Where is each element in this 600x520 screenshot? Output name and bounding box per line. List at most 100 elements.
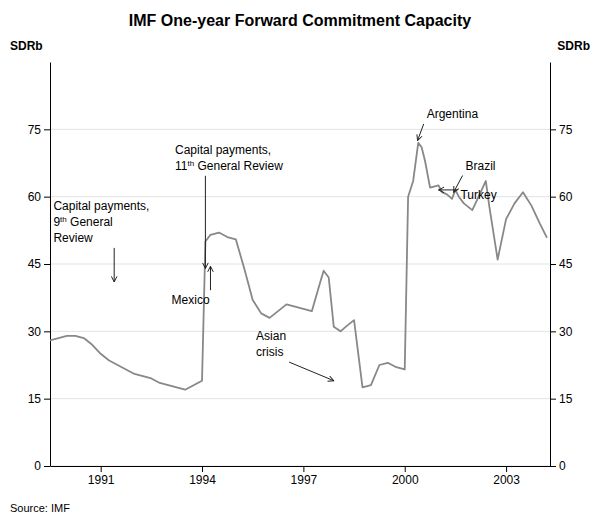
annotation-label: 9th General <box>53 214 112 229</box>
annotation-superscript: th <box>60 214 67 223</box>
annotation-text: Capital payments,11th General Review <box>175 143 283 173</box>
annotation-label: Brazil <box>466 159 496 173</box>
annotation-arrow <box>114 248 115 282</box>
annotation-part: 11 <box>175 159 188 173</box>
annotation-label: Asian <box>256 329 286 343</box>
tick-label: 0 <box>34 459 41 473</box>
annotations: Capital payments,9th GeneralReviewCapita… <box>53 107 496 381</box>
tick-label: 60 <box>28 190 42 204</box>
tick: 30 <box>28 325 50 339</box>
tick-label: 1991 <box>88 473 115 487</box>
grid-line <box>50 264 550 265</box>
tick-label: 75 <box>28 123 42 137</box>
tick: 0 <box>550 459 566 473</box>
annotation-arrow <box>439 189 458 190</box>
annotation-label: 11th General Review <box>175 158 283 173</box>
tick-label: 45 <box>559 257 573 271</box>
tick: 2000 <box>392 466 419 487</box>
tick: 30 <box>550 325 573 339</box>
annotation-text: Asian crisis <box>256 329 286 359</box>
grid-line <box>50 466 550 467</box>
tick-label: 0 <box>559 459 566 473</box>
grid-line <box>50 398 550 399</box>
annotation: Mexico <box>172 266 211 307</box>
annotation-text: Mexico <box>172 293 210 307</box>
tick-mark <box>550 466 556 467</box>
annotation: Capital payments,11th General Review <box>175 143 283 269</box>
annotation-part: General <box>67 215 113 229</box>
annotation-text: Brazil <box>466 159 496 173</box>
tick-mark <box>550 197 556 198</box>
tick: 0 <box>34 459 50 473</box>
y-axis-line <box>50 63 51 467</box>
annotation-text: Turkey <box>460 188 496 202</box>
tick-label: 60 <box>559 190 573 204</box>
tick: 45 <box>550 257 573 271</box>
tick-mark <box>44 129 50 130</box>
tick: 75 <box>28 123 50 137</box>
annotation-label: crisis <box>256 345 283 359</box>
tick-mark <box>405 466 406 472</box>
grid-line <box>50 331 550 332</box>
annotation-arrow <box>289 362 334 381</box>
tick-label: 1997 <box>291 473 318 487</box>
tick-mark <box>44 264 50 265</box>
tick: 1997 <box>291 466 318 487</box>
annotation-label: Capital payments, <box>53 199 149 213</box>
tick-mark <box>44 197 50 198</box>
y-axis-label: SDRb <box>10 39 43 53</box>
annotation: Asian crisis <box>256 329 334 381</box>
tick-mark <box>202 466 203 472</box>
tick: 75 <box>550 123 573 137</box>
y2-axis: 0 15 30 45 60 75 <box>550 63 573 474</box>
plot-area <box>50 143 547 390</box>
source: Source: IMF <box>10 502 70 514</box>
chart-container: 1991 1994 1997 2000 2003 0 15 30 45 60 75 0 15 30 45 60… <box>0 0 600 520</box>
tick-label: 15 <box>28 392 42 406</box>
annotation: Turkey <box>439 188 497 202</box>
chart-svg: 1991 1994 1997 2000 2003 0 15 30 45 60 75 0 15 30 45 60… <box>0 0 600 520</box>
annotation-part: General Review <box>194 159 283 173</box>
annotation-label: Mexico <box>172 293 210 307</box>
annotation-label: Review <box>53 231 93 245</box>
annotation: Argentina <box>418 107 479 141</box>
tick-label: 30 <box>28 325 42 339</box>
tick-mark <box>44 331 50 332</box>
tick: 45 <box>28 257 50 271</box>
tick: 60 <box>550 190 573 204</box>
grid <box>50 129 550 466</box>
tick-label: 30 <box>559 325 573 339</box>
annotation-text: Capital payments,9th General Review <box>53 199 149 245</box>
tick-label: 45 <box>28 257 42 271</box>
tick-mark <box>506 466 507 472</box>
y2-axis-label: SDRb <box>557 39 590 53</box>
grid-line <box>50 129 550 130</box>
annotation-label: Capital payments, <box>175 143 271 157</box>
tick-label: 2003 <box>493 473 520 487</box>
tick-mark <box>303 466 304 472</box>
tick: 60 <box>28 190 50 204</box>
tick-mark <box>550 264 556 265</box>
annotation-label: Argentina <box>427 107 479 121</box>
x-axis-line <box>51 466 551 467</box>
tick-mark <box>550 331 556 332</box>
x-axis: 1991 1994 1997 2000 2003 <box>51 466 551 487</box>
tick: 2003 <box>493 466 520 487</box>
tick-mark <box>550 129 556 130</box>
tick-label: 2000 <box>392 473 419 487</box>
annotation-arrow <box>205 176 206 269</box>
tick-mark <box>101 466 102 472</box>
title: IMF One-year Forward Commitment Capacity <box>129 12 471 29</box>
data-line <box>50 143 547 390</box>
annotation-arrow <box>418 124 424 141</box>
tick: 15 <box>28 392 50 406</box>
annotation-label: Turkey <box>460 188 496 202</box>
tick-label: 75 <box>559 123 573 137</box>
tick: 1991 <box>88 466 115 487</box>
tick: 15 <box>550 392 573 406</box>
y-axis: 0 15 30 45 60 75 <box>28 63 51 474</box>
tick-label: 1994 <box>189 473 216 487</box>
annotation: Capital payments,9th General Review <box>53 199 149 282</box>
annotation-superscript: th <box>187 158 194 167</box>
tick-label: 15 <box>559 392 573 406</box>
